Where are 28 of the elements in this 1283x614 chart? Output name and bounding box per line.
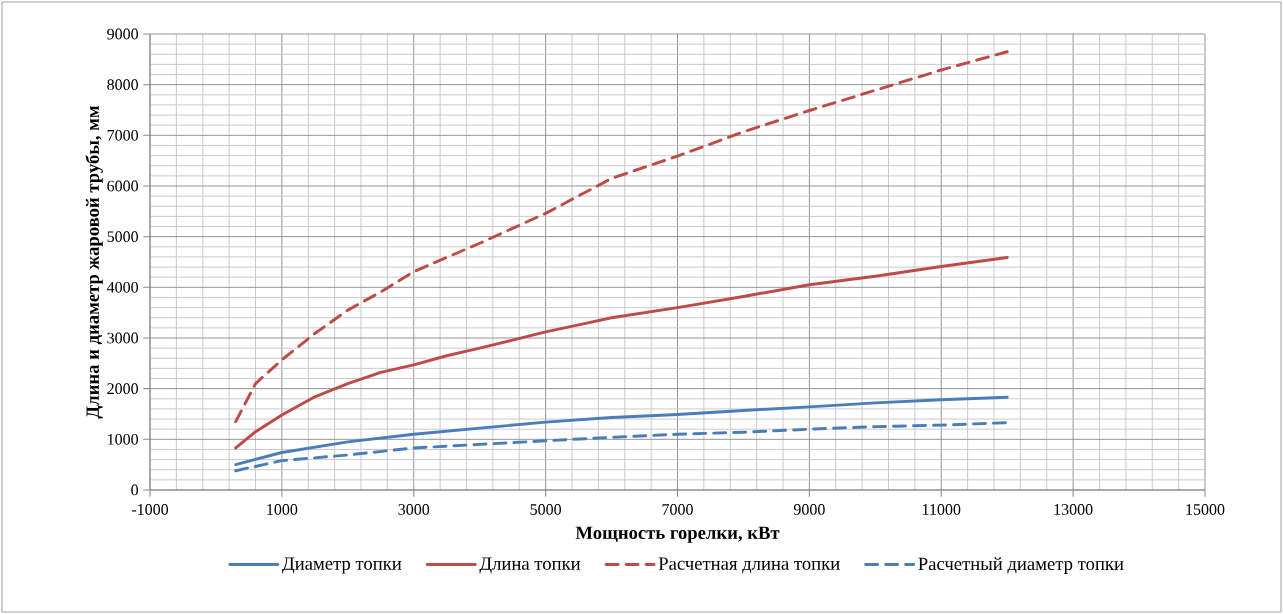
line-series — [234, 255, 1009, 450]
x-tick-label: 11000 — [922, 504, 961, 515]
legend-label: Диаметр топки — [282, 557, 402, 574]
legend-label: Длина топки — [479, 557, 581, 574]
x-tick-label: 1000 — [267, 504, 298, 515]
y-tick-label: 8000 — [107, 79, 139, 91]
x-tick-label: 7000 — [662, 504, 693, 515]
legend-label: Расчетная длина топки — [658, 557, 840, 574]
line-series — [234, 50, 1009, 424]
y-tick-label: 2000 — [107, 383, 139, 395]
legend-label: Расчетный диаметр топки — [918, 557, 1124, 574]
y-tick-label: 4000 — [106, 281, 139, 293]
y-tick-label: 5000 — [107, 231, 139, 243]
x-tick-label: 13000 — [1054, 504, 1093, 515]
y-tick-label: 3000 — [107, 332, 139, 344]
y-tick-label: 7000 — [107, 129, 139, 141]
x-tick-label: -1000 — [131, 504, 169, 515]
y-tick-label: 6000 — [107, 180, 139, 192]
x-tick-label: 9000 — [793, 504, 825, 515]
y-tick-label: 1000 — [108, 433, 139, 445]
y-tick-label: 9000 — [107, 28, 139, 40]
x-tick-label: 5000 — [530, 504, 562, 515]
y-axis-title: Длина и диаметр жаровой трубы, мм — [85, 105, 103, 419]
line-series — [234, 421, 1009, 473]
x-axis-title: Мощность горелки, кВт — [575, 526, 780, 543]
x-tick-label: 15000 — [1186, 504, 1225, 515]
y-tick-label: 0 — [131, 484, 139, 496]
x-tick-label: 3000 — [398, 504, 430, 515]
